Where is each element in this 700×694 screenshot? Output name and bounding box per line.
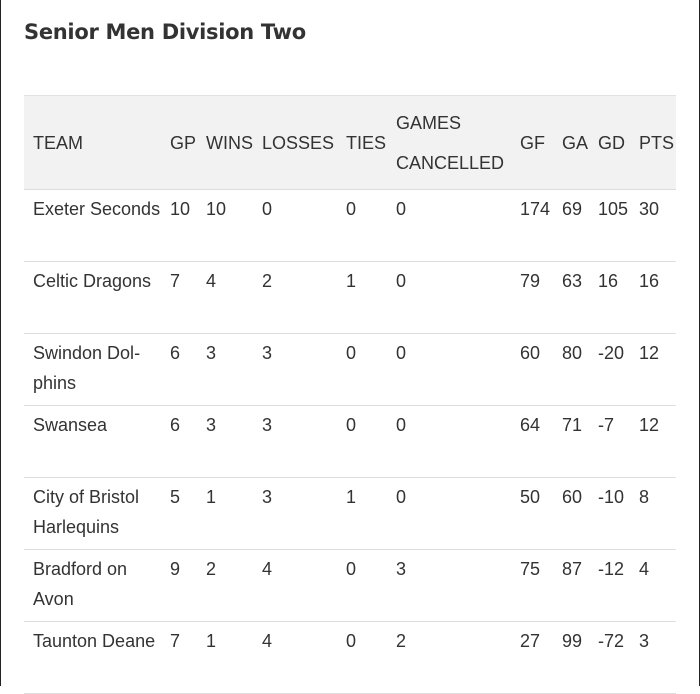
cell-pts: 3 <box>630 621 676 694</box>
cell-ties: 1 <box>337 261 387 334</box>
cell-losses: 3 <box>253 477 337 550</box>
cell-losses: 4 <box>253 621 337 694</box>
cell-pts: 12 <box>630 333 676 406</box>
cell-gd: 105 <box>589 189 630 262</box>
column-header-losses: LOSSES <box>253 95 337 190</box>
column-header-gf: GF <box>511 95 553 190</box>
table-row: Taunton Deane 7 1 4 0 2 27 99 -72 3 <box>24 621 676 694</box>
table-header: TEAM GP WINS LOSSES TIES GAMES CANCELLED GF GA G… <box>24 95 676 190</box>
cell-pts: 30 <box>630 189 676 262</box>
cell-ga: 63 <box>553 261 589 334</box>
cell-ties: 0 <box>337 549 387 622</box>
table-row: Celtic Dragons 7 4 2 1 0 79 63 16 16 <box>24 261 676 334</box>
cell-pts: 12 <box>630 405 676 478</box>
column-header-team: TEAM <box>24 95 161 190</box>
cell-gf: 50 <box>511 477 553 550</box>
cell-games-cancelled: 2 <box>387 621 511 694</box>
cell-gf: 60 <box>511 333 553 406</box>
cell-gf: 64 <box>511 405 553 478</box>
cell-gp: 7 <box>161 621 197 694</box>
page-title: Senior Men Division Two <box>24 20 306 44</box>
cell-ga: 60 <box>553 477 589 550</box>
cell-ga: 80 <box>553 333 589 406</box>
cell-gf: 75 <box>511 549 553 622</box>
cell-gp: 5 <box>161 477 197 550</box>
cell-wins: 1 <box>197 621 253 694</box>
cell-gd: -10 <box>589 477 630 550</box>
cell-games-cancelled: 0 <box>387 189 511 262</box>
cell-ga: 87 <box>553 549 589 622</box>
column-header-gp: GP <box>161 95 197 190</box>
column-header-ties: TIES <box>337 95 387 190</box>
cell-ties: 0 <box>337 189 387 262</box>
cell-gd: -72 <box>589 621 630 694</box>
cell-wins: 10 <box>197 189 253 262</box>
cell-wins: 1 <box>197 477 253 550</box>
cell-ties: 0 <box>337 333 387 406</box>
cell-team: Swindon Dol­phins <box>24 333 161 406</box>
cell-ga: 99 <box>553 621 589 694</box>
cell-losses: 4 <box>253 549 337 622</box>
column-header-wins: WINS <box>197 95 253 190</box>
cell-losses: 3 <box>253 405 337 478</box>
cell-losses: 2 <box>253 261 337 334</box>
cell-wins: 3 <box>197 333 253 406</box>
cell-ties: 0 <box>337 405 387 478</box>
cell-losses: 3 <box>253 333 337 406</box>
cell-pts: 16 <box>630 261 676 334</box>
cell-gp: 6 <box>161 333 197 406</box>
cell-gp: 6 <box>161 405 197 478</box>
cell-team: Bradford on Avon <box>24 549 161 622</box>
cell-gd: -7 <box>589 405 630 478</box>
cell-wins: 3 <box>197 405 253 478</box>
cell-wins: 2 <box>197 549 253 622</box>
cell-gp: 7 <box>161 261 197 334</box>
cell-gd: -12 <box>589 549 630 622</box>
cell-ga: 69 <box>553 189 589 262</box>
standings-table: TEAM GP WINS LOSSES TIES GAMES CANCELLED GF GA G… <box>24 95 676 694</box>
cell-gf: 79 <box>511 261 553 334</box>
cell-pts: 8 <box>630 477 676 550</box>
cell-gd: -20 <box>589 333 630 406</box>
cell-gp: 10 <box>161 189 197 262</box>
column-header-games-cancelled: GAMES CANCELLED <box>387 95 511 190</box>
table-row: Swansea 6 3 3 0 0 64 71 -7 12 <box>24 405 676 478</box>
table-row: Bradford on Avon 9 2 4 0 3 75 87 -12 4 <box>24 549 676 622</box>
table-row: City of Bristol Harlequins 5 1 3 1 0 50 60 -10 8 <box>24 477 676 550</box>
cell-losses: 0 <box>253 189 337 262</box>
cell-ga: 71 <box>553 405 589 478</box>
cell-ties: 1 <box>337 477 387 550</box>
cell-gf: 27 <box>511 621 553 694</box>
column-header-pts: PTS <box>630 95 676 190</box>
cell-games-cancelled: 0 <box>387 477 511 550</box>
cell-team: City of Bristol Harlequins <box>24 477 161 550</box>
cell-team: Taunton Deane <box>24 621 161 694</box>
cell-ties: 0 <box>337 621 387 694</box>
cell-pts: 4 <box>630 549 676 622</box>
column-header-gd: GD <box>589 95 630 190</box>
table-row: Swindon Dol­phins 6 3 3 0 0 60 80 -20 12 <box>24 333 676 406</box>
cell-team: Exeter Seconds <box>24 189 161 262</box>
cell-games-cancelled: 0 <box>387 261 511 334</box>
column-header-ga: GA <box>553 95 589 190</box>
cell-games-cancelled: 0 <box>387 333 511 406</box>
cell-gp: 9 <box>161 549 197 622</box>
cell-team: Celtic Dragons <box>24 261 161 334</box>
cell-games-cancelled: 3 <box>387 549 511 622</box>
cell-games-cancelled: 0 <box>387 405 511 478</box>
cell-gf: 174 <box>511 189 553 262</box>
cell-team: Swansea <box>24 405 161 478</box>
cell-wins: 4 <box>197 261 253 334</box>
cell-gd: 16 <box>589 261 630 334</box>
table-row: Exeter Seconds 10 10 0 0 0 174 69 105 30 <box>24 189 676 262</box>
